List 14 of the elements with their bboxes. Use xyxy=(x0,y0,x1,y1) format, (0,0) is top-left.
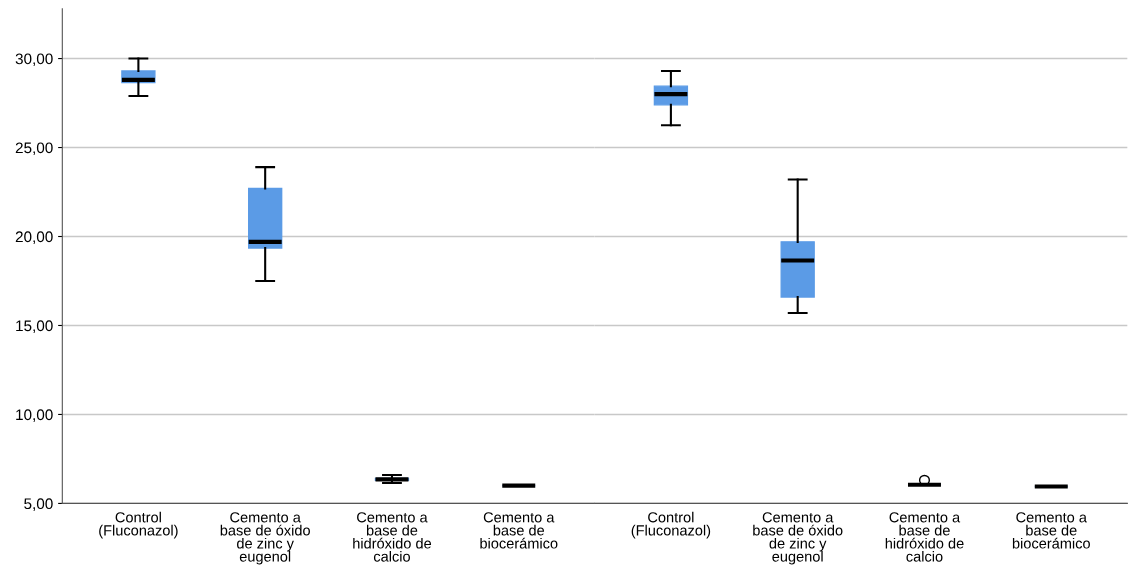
y-tick-label: 30,00 xyxy=(15,53,53,67)
x-tick-label: Cemento a base de hidróxido de calcio xyxy=(885,512,964,562)
x-tick-label: Cemento a base de óxido de zinc y eugenol xyxy=(220,512,310,565)
y-tick-label: 20,00 xyxy=(15,231,53,244)
x-tick-label: Control (Fluconazol) xyxy=(99,511,178,539)
x-tick-label: Control (Fluconazol) xyxy=(631,511,711,539)
x-tick-label: Cemento a base de biocerámico xyxy=(480,512,558,549)
x-tick-label: Cemento a base de hidróxido de calcio xyxy=(353,512,432,562)
y-tick-label: 10,00 xyxy=(16,409,53,422)
y-tick-label: 15,00 xyxy=(16,320,53,333)
x-tick-label: Cemento a base de biocerámico xyxy=(1012,512,1090,549)
x-tick-label: Cemento a base de óxido de zinc y eugenol xyxy=(753,512,843,565)
y-tick-label: 25,00 xyxy=(15,142,53,156)
y-tick-label: 5,00 xyxy=(24,498,53,511)
